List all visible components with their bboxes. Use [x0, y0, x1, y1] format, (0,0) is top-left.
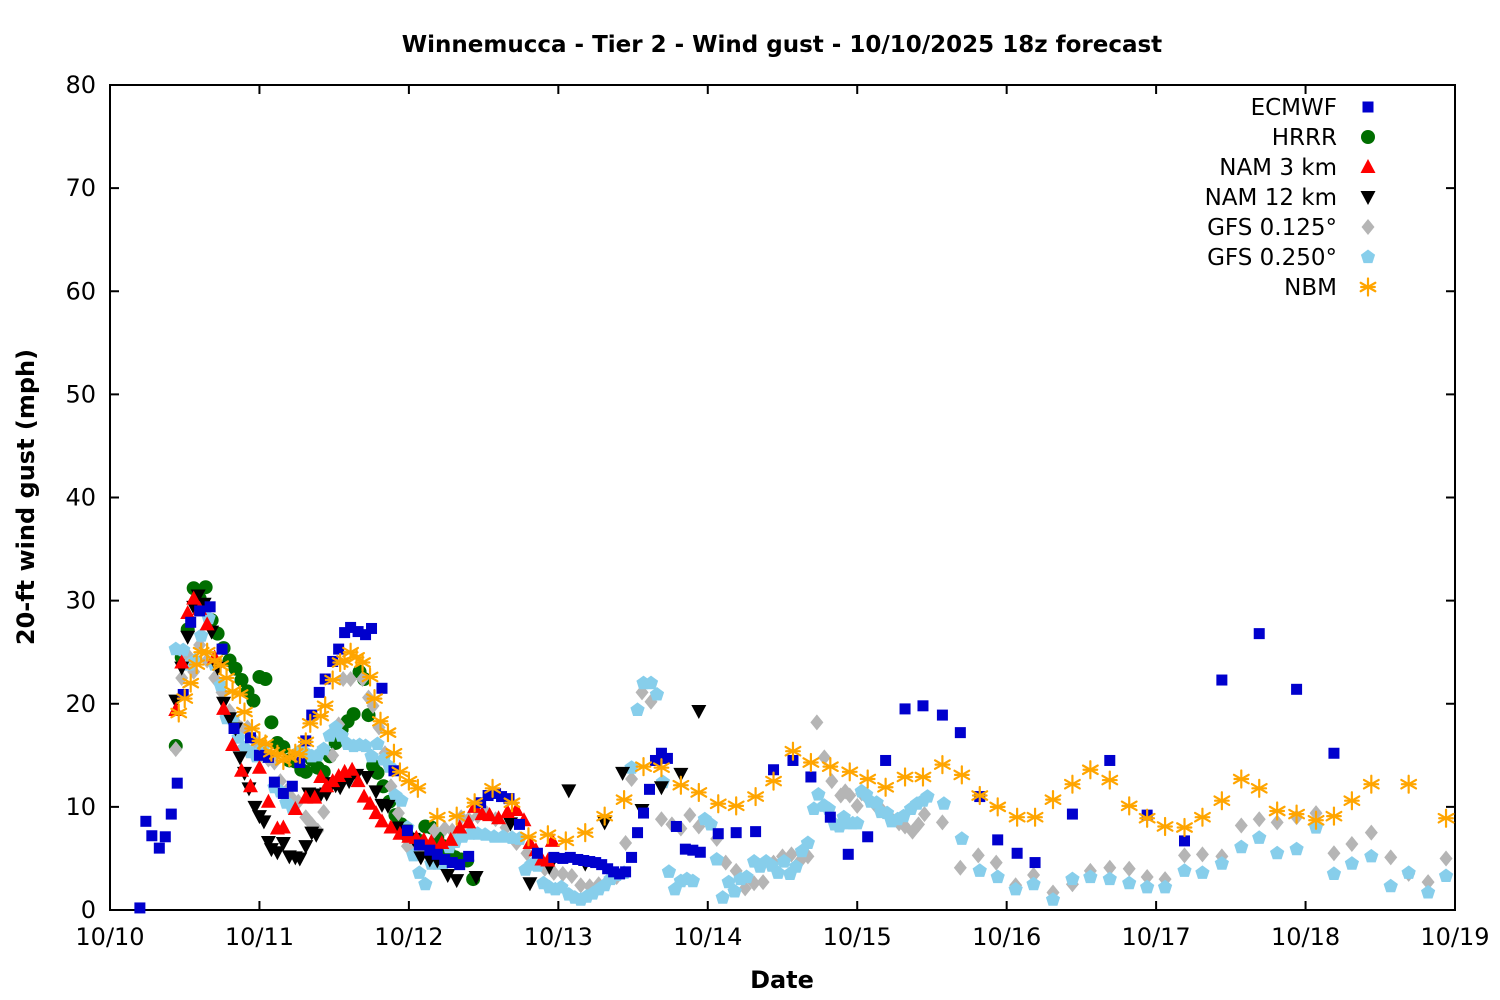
y-tick-label: 30: [65, 587, 96, 615]
x-tick-label: 10/19: [1420, 923, 1489, 951]
legend-marker-triangle-down-icon: [1360, 191, 1376, 205]
legend-label: HRRR: [1272, 125, 1337, 151]
legend-entry-nbm: NBM: [1284, 275, 1377, 301]
y-tick-label: 70: [65, 174, 96, 202]
y-tick-label: 10: [65, 793, 96, 821]
y-tick-label: 60: [65, 277, 96, 305]
legend-label: NBM: [1284, 275, 1337, 301]
y-tick-label: 40: [65, 484, 96, 512]
x-axis-label: Date: [750, 966, 814, 994]
y-tick-label: 20: [65, 690, 96, 718]
x-tick-label: 10/11: [225, 923, 294, 951]
y-tick-label: 50: [65, 380, 96, 408]
legend-marker-triangle-up-icon: [1360, 159, 1376, 173]
legend-label: GFS 0.125°: [1207, 215, 1337, 241]
y-tick-label: 0: [81, 896, 96, 924]
chart-title: Winnemucca - Tier 2 - Wind gust - 10/10/…: [402, 32, 1162, 58]
legend-marker-circle-icon: [1361, 130, 1375, 144]
x-tick-label: 10/17: [1122, 923, 1191, 951]
legend-marker-pentagon-icon: [1360, 249, 1376, 264]
legend-entry-ecmwf: ECMWF: [1251, 95, 1374, 121]
x-tick-label: 10/18: [1271, 923, 1340, 951]
plot-area: 10/10 10/11 10/12 10/13 10/14 10/15 10/16 10/17…: [65, 71, 1489, 951]
legend-label: GFS 0.250°: [1207, 245, 1337, 271]
legend-marker-square-icon: [1362, 101, 1374, 113]
legend-entry-hrrr: HRRR: [1272, 125, 1375, 151]
series-nbm: [170, 642, 1455, 851]
y-tick-label: 80: [65, 71, 96, 99]
legend-entry-nam-3-km: NAM 3 km: [1219, 155, 1376, 181]
x-tick-label: 10/15: [823, 923, 892, 951]
x-tick-label: 10/16: [972, 923, 1041, 951]
series-ecmwf: [134, 601, 1340, 914]
legend-label: NAM 12 km: [1205, 185, 1337, 211]
legend: ECMWF HRRR NAM 3 km NAM 12 km GFS 0.125° GFS …: [1205, 95, 1377, 301]
legend-marker-diamond-icon: [1361, 219, 1375, 235]
legend-entry-gfs-0-250: GFS 0.250°: [1207, 245, 1376, 271]
x-tick-label: 10/10: [75, 923, 144, 951]
legend-entry-gfs-0-125: GFS 0.125°: [1207, 215, 1375, 241]
legend-label: ECMWF: [1251, 95, 1337, 121]
legend-entry-nam-12-km: NAM 12 km: [1205, 185, 1376, 211]
x-tick-label: 10/12: [374, 923, 443, 951]
x-tick-label: 10/14: [673, 923, 742, 951]
data-series: [134, 580, 1455, 914]
legend-marker-star-icon: [1359, 277, 1377, 297]
legend-label: NAM 3 km: [1219, 155, 1337, 181]
y-axis-label: 20-ft wind gust (mph): [12, 349, 40, 645]
x-tick-label: 10/13: [524, 923, 593, 951]
